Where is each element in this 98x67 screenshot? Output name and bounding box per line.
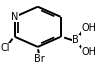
Text: Br: Br	[34, 54, 45, 64]
Text: B: B	[72, 35, 79, 45]
Text: Cl: Cl	[1, 43, 10, 53]
Text: OH: OH	[81, 23, 97, 33]
Text: OH: OH	[81, 47, 97, 57]
Text: N: N	[11, 12, 19, 22]
